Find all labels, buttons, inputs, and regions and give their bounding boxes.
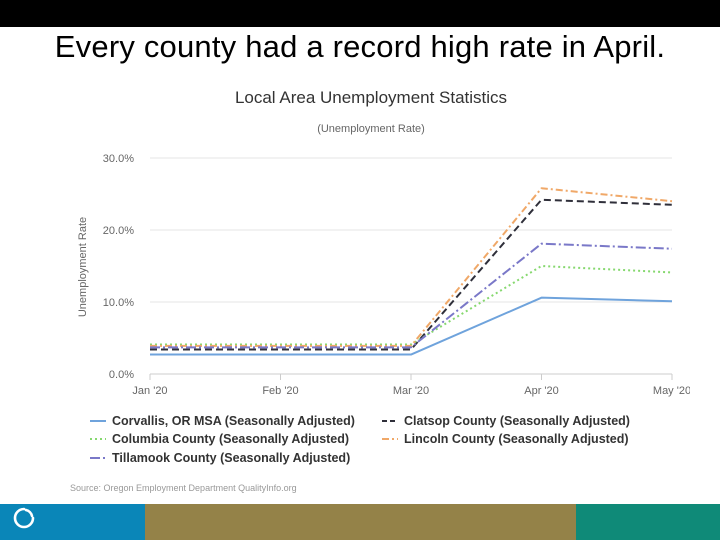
x-tick-label: Jan '20 <box>132 385 167 397</box>
footer-olive-segment <box>145 504 576 540</box>
logo-icon <box>13 507 35 529</box>
x-tick-label: Apr '20 <box>524 385 559 397</box>
x-tick-label: Feb '20 <box>262 385 298 397</box>
x-tick-label: Mar '20 <box>393 385 429 397</box>
series-line-1 <box>150 296 673 356</box>
gridlines <box>150 157 672 375</box>
y-tick-label: 10.0% <box>103 297 134 309</box>
legend-item-5[interactable]: Tillamook County (Seasonally Adjusted) <box>90 451 350 465</box>
top-black-bar <box>0 0 720 27</box>
series-line-2 <box>150 198 673 351</box>
legend: Corvallis, OR MSA (Seasonally Adjusted) C… <box>90 414 630 465</box>
legend-item-2[interactable]: Clatsop County (Seasonally Adjusted) <box>382 414 630 428</box>
legend-item-1[interactable]: Corvallis, OR MSA (Seasonally Adjusted) <box>90 414 355 428</box>
series-line-5 <box>150 242 673 349</box>
chart-title: Local Area Unemployment Statistics <box>235 88 507 107</box>
y-tick-label: 0.0% <box>109 369 134 381</box>
legend-label: Tillamook County (Seasonally Adjusted) <box>112 451 350 465</box>
series-line-4 <box>150 187 673 347</box>
legend-label: Clatsop County (Seasonally Adjusted) <box>404 414 630 428</box>
slide-title: Every county had a record high rate in A… <box>54 29 666 64</box>
y-axis-title: Unemployment Rate <box>77 217 89 317</box>
series-line-3 <box>150 265 673 346</box>
footer-teal-segment <box>576 504 720 540</box>
legend-label: Corvallis, OR MSA (Seasonally Adjusted) <box>112 414 355 428</box>
legend-label: Columbia County (Seasonally Adjusted) <box>112 432 349 446</box>
source-note: Source: Oregon Employment Department Qua… <box>70 483 297 493</box>
chart-subtitle: (Unemployment Rate) <box>317 123 425 135</box>
y-tick-label: 30.0% <box>103 153 134 165</box>
legend-label: Lincoln County (Seasonally Adjusted) <box>404 432 629 446</box>
chart-panel: Local Area Unemployment Statistics (Unem… <box>60 80 690 500</box>
y-tick-label: 20.0% <box>103 225 134 237</box>
footer-bar <box>0 504 720 540</box>
y-axis-ticks: 0.0% 10.0% 20.0% 30.0% <box>103 153 134 381</box>
line-chart: Local Area Unemployment Statistics (Unem… <box>70 88 690 493</box>
legend-item-4[interactable]: Lincoln County (Seasonally Adjusted) <box>382 432 629 446</box>
x-tick-label: May '20 <box>653 385 690 397</box>
series-lines <box>150 187 673 356</box>
legend-item-3[interactable]: Columbia County (Seasonally Adjusted) <box>90 432 349 446</box>
x-axis-ticks: Jan '20 Feb '20 Mar '20 Apr '20 May '20 <box>132 374 690 397</box>
